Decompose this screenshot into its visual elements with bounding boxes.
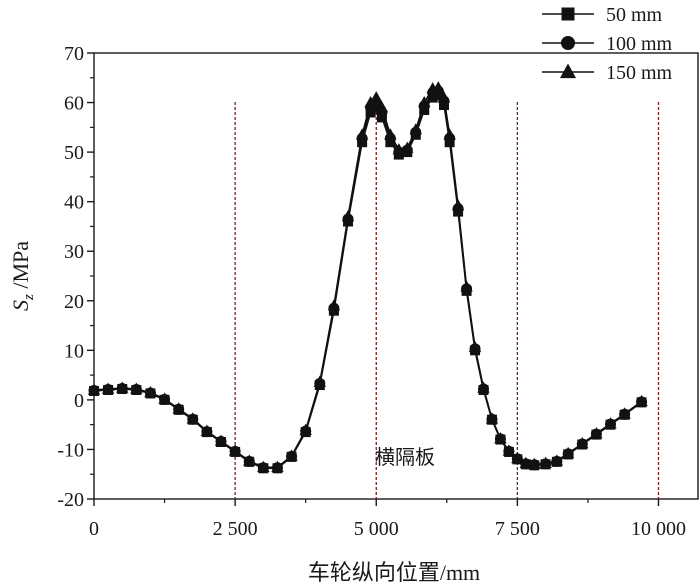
x-axis-title: 车轮纵向位置/mm [308,560,480,585]
data-point [370,91,383,103]
y-tick-label: -20 [57,489,84,511]
x-tick-label: 2 500 [213,518,258,540]
y-axis-title-subscript: z [21,294,37,301]
series-50-mm [89,90,647,474]
data-point [101,382,115,394]
data-point [502,444,516,456]
data-point [468,340,482,353]
data-point [130,382,143,394]
data-point [144,385,157,398]
y-axis-title-unit: /MPa [8,241,33,294]
data-point [576,436,589,449]
y-tick-label: 30 [64,241,84,263]
data-point [437,91,451,103]
reference-lines [234,102,660,499]
legend-label: 150 mm [606,62,673,84]
y-tick-label: -10 [57,439,84,461]
data-point [635,394,648,407]
data-point [618,407,631,419]
data-point [271,460,284,473]
legend-item: 150 mm [542,62,673,84]
diaphragm-annotation: 横隔板 [375,445,435,469]
series-layer [87,81,648,474]
data-point [550,454,564,466]
data-point [172,402,185,414]
legend-item: 100 mm [542,33,673,55]
data-point [384,128,397,140]
axis-ticks [87,52,660,506]
legend-label: 50 mm [606,4,663,26]
x-tick-label: 5 000 [354,518,399,540]
data-point [590,427,603,439]
data-point [214,434,228,446]
data-point [460,280,473,292]
data-point [299,423,312,435]
y-tick-label: 70 [64,43,84,65]
x-tick-label: 7 500 [495,518,540,540]
data-point [341,210,355,222]
legend: 50 mm 100 mm 150 mm [542,4,673,84]
data-point [409,123,422,135]
x-tick-label: 10 000 [631,518,686,540]
x-tick-label: 0 [89,518,99,540]
data-point [418,96,431,108]
data-point [511,451,524,464]
data-point [313,375,326,387]
y-tick-label: 0 [74,390,84,412]
y-tick-label: 60 [64,93,84,115]
series-100-mm [88,85,648,474]
data-point [477,381,490,393]
data-point [451,199,465,211]
y-axis-title-symbol: S [8,300,33,311]
data-point [228,444,242,456]
plot-frame [93,52,699,500]
legend-marker [561,7,575,21]
data-point [432,81,445,93]
data-point [561,446,575,459]
data-point [355,128,369,140]
series-150-mm [87,81,648,473]
y-axis-title: Sz /MPa [8,241,37,311]
y-tick-label: 20 [64,291,84,313]
data-point [87,383,101,395]
axis-tick-labels: 0 2 500 5 000 7 500 10 000 -20 -10 0 10 20 30 40 50 6… [57,43,686,540]
data-point [285,449,298,461]
data-point [401,141,414,153]
data-point [604,417,617,429]
data-point [116,381,129,393]
data-point [375,101,389,113]
data-point [494,432,507,444]
legend-marker [559,63,577,79]
data-point [186,412,199,424]
y-tick-label: 10 [64,340,84,362]
y-tick-label: 40 [64,192,84,214]
data-point [158,392,171,404]
legend-marker [561,36,575,50]
legend-label: 100 mm [606,33,673,55]
data-point [257,460,270,473]
data-point [327,299,341,311]
data-point [443,128,456,140]
legend-item: 50 mm [542,4,663,26]
data-point [200,424,214,436]
data-point [485,412,499,424]
data-point [528,457,541,470]
data-point [539,456,552,469]
y-tick-label: 50 [64,142,84,164]
data-point [243,454,256,466]
data-point [519,456,533,469]
